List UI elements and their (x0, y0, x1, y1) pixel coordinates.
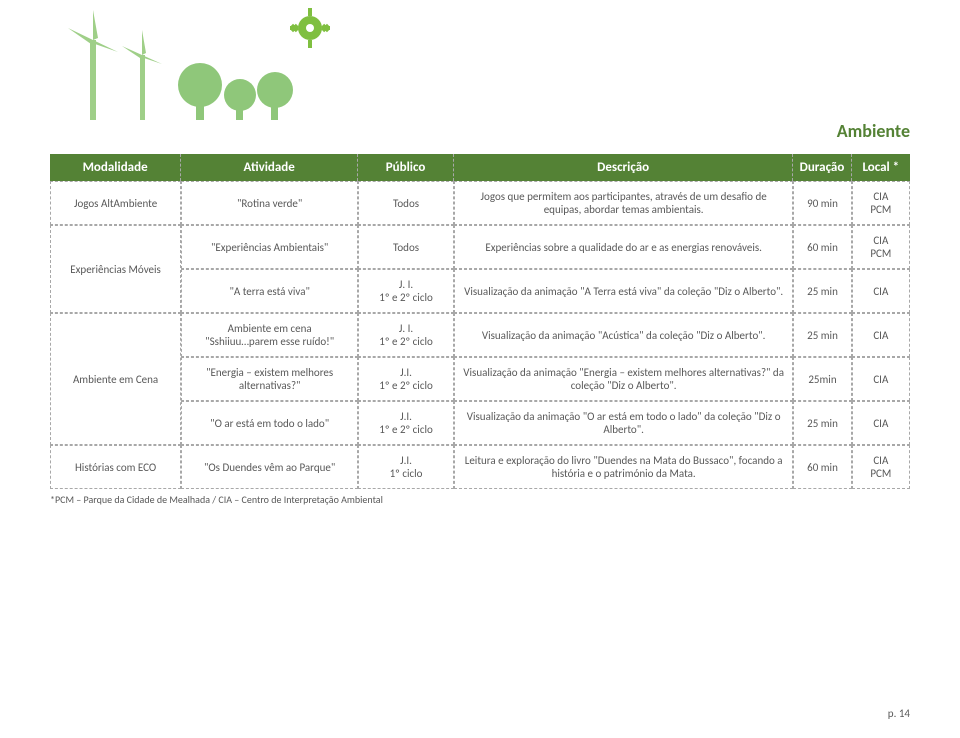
cell-atividade: "O ar está em todo o lado" (181, 401, 358, 445)
col-header: Local * (852, 154, 910, 181)
footnote: *PCM – Parque da Cidade de Mealhada / CI… (50, 493, 910, 506)
cell-publico: J. I.1º e 2º ciclo (358, 269, 454, 313)
cell-atividade: "Os Duendes vêm ao Parque" (181, 445, 358, 489)
cell-descricao: Leitura e exploração do livro "Duendes n… (454, 445, 793, 489)
cell-local: CIA (852, 357, 910, 401)
cell-duracao: 60 min (793, 225, 851, 269)
table-header: Modalidade Atividade Público Descrição D… (50, 154, 910, 181)
cell-duracao: 25 min (793, 269, 851, 313)
table-row: Jogos AltAmbiente"Rotina verde"TodosJogo… (50, 181, 910, 225)
cell-descricao: Jogos que permitem aos participantes, at… (454, 181, 793, 225)
cell-duracao: 25 min (793, 313, 851, 357)
cell-descricao: Visualização da animação "Acústica" da c… (454, 313, 793, 357)
table-row: Histórias com ECO"Os Duendes vêm ao Parq… (50, 445, 910, 489)
cell-duracao: 25 min (793, 401, 851, 445)
cell-duracao: 90 min (793, 181, 851, 225)
cell-atividade: Ambiente em cena"Sshiiuu…parem esse ruíd… (181, 313, 358, 357)
cell-duracao: 60 min (793, 445, 851, 489)
cell-modalidade: Jogos AltAmbiente (50, 181, 181, 225)
cell-local: CIAPCM (852, 445, 910, 489)
cell-publico: Todos (358, 225, 454, 269)
cell-publico: Todos (358, 181, 454, 225)
cell-modalidade: Experiências Móveis (50, 225, 181, 313)
cell-atividade: "Energia – existem melhores alternativas… (181, 357, 358, 401)
page-number: p. 14 (888, 707, 910, 720)
section-title: Ambiente (50, 120, 910, 142)
cell-descricao: Visualização da animação "A Terra está v… (454, 269, 793, 313)
cell-duracao: 25min (793, 357, 851, 401)
col-header: Descrição (454, 154, 793, 181)
cell-local: CIAPCM (852, 225, 910, 269)
col-header: Atividade (181, 154, 358, 181)
cell-modalidade: Ambiente em Cena (50, 313, 181, 445)
cell-local: CIA (852, 269, 910, 313)
cell-descricao: Visualização da animação "O ar está em t… (454, 401, 793, 445)
activities-table: Modalidade Atividade Público Descrição D… (50, 154, 910, 489)
cell-atividade: "Experiências Ambientais" (181, 225, 358, 269)
table-row: Experiências Móveis"Experiências Ambient… (50, 225, 910, 269)
col-header: Duração (793, 154, 851, 181)
cell-local: CIA (852, 313, 910, 357)
col-header: Público (358, 154, 454, 181)
col-header: Modalidade (50, 154, 181, 181)
cell-descricao: Experiências sobre a qualidade do ar e a… (454, 225, 793, 269)
cell-modalidade: Histórias com ECO (50, 445, 181, 489)
header-illustration (50, 0, 390, 120)
cell-publico: J. I.1º e 2º ciclo (358, 313, 454, 357)
table-row: Ambiente em CenaAmbiente em cena"Sshiiuu… (50, 313, 910, 357)
cell-descricao: Visualização da animação "Energia – exis… (454, 357, 793, 401)
cell-publico: J.I.1º e 2º ciclo (358, 401, 454, 445)
cell-publico: J.I.1º ciclo (358, 445, 454, 489)
cell-local: CIAPCM (852, 181, 910, 225)
cell-atividade: "Rotina verde" (181, 181, 358, 225)
cell-publico: J.I.1º e 2º ciclo (358, 357, 454, 401)
cell-atividade: "A terra está viva" (181, 269, 358, 313)
cell-local: CIA (852, 401, 910, 445)
